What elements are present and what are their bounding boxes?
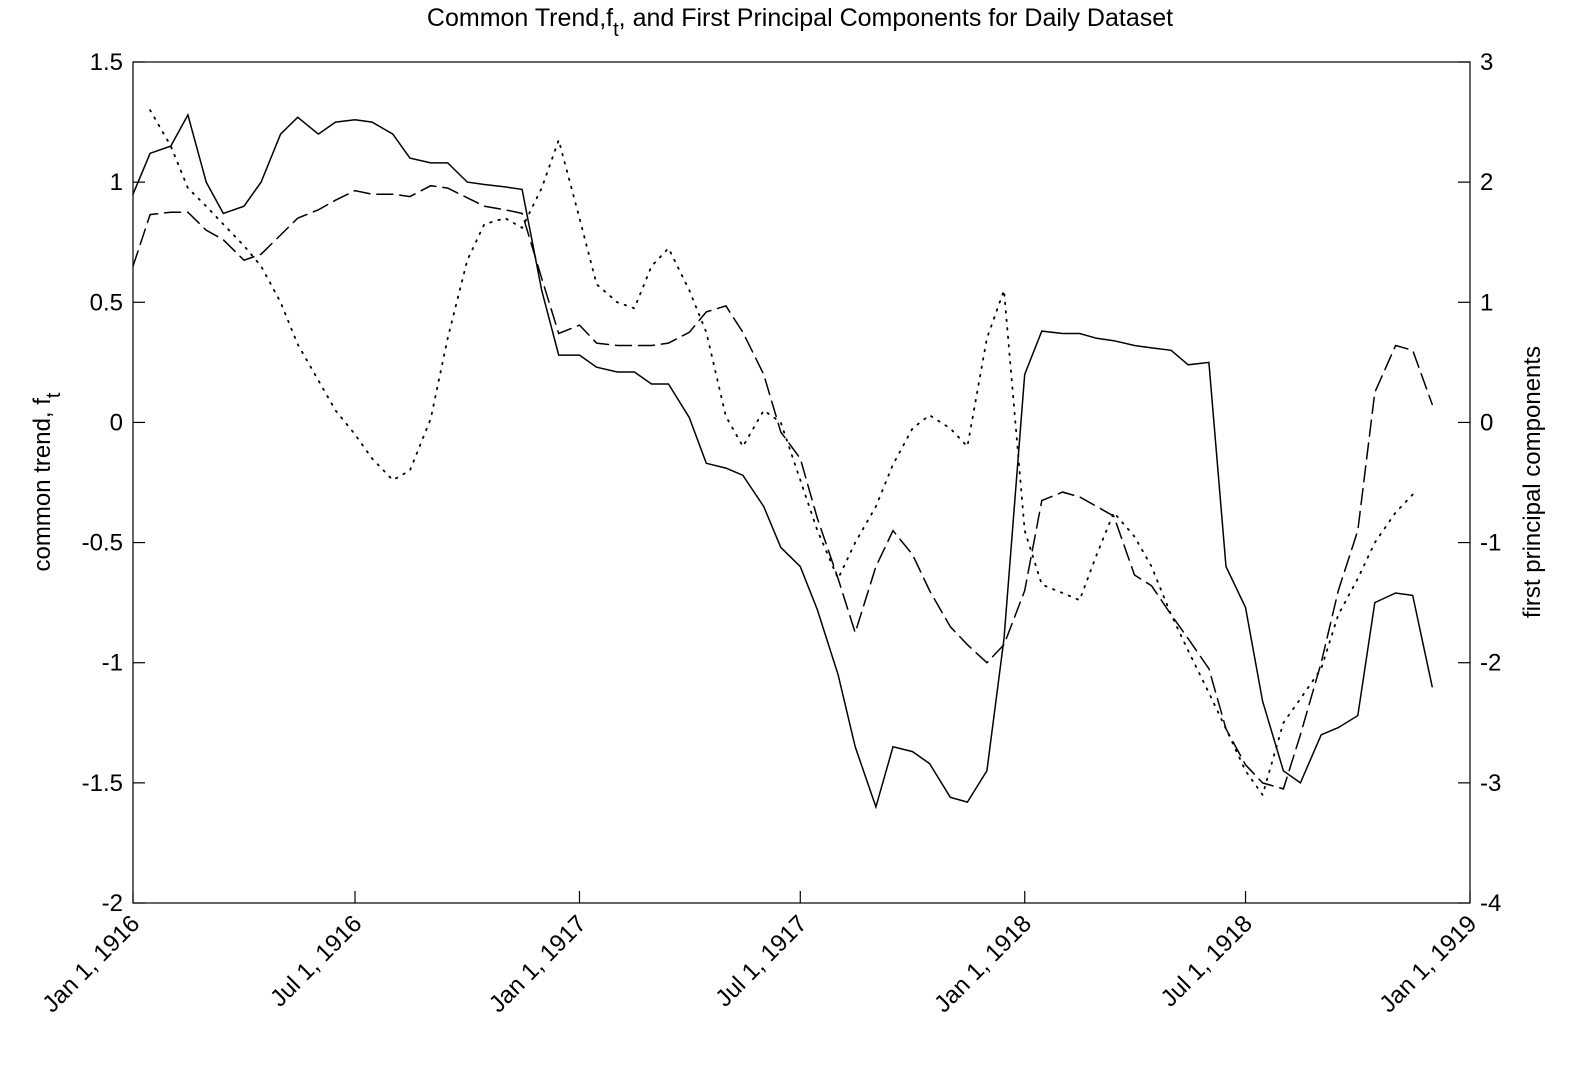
y2-tick-label: -2 — [1480, 650, 1501, 677]
y-tick-label: 1.5 — [90, 49, 123, 76]
series-line — [132, 184, 1433, 790]
y2-tick-label: 3 — [1480, 49, 1493, 76]
y2-tick-label: 2 — [1480, 169, 1493, 196]
x-tick-label: Jan 1, 1919 — [1374, 910, 1482, 1018]
y2-tick-label: -1 — [1480, 530, 1501, 557]
x-tick-label: Jul 1, 1916 — [265, 910, 367, 1012]
x-tick-label: Jan 1, 1916 — [37, 910, 145, 1018]
y2-tick-label: 0 — [1480, 409, 1493, 436]
x-tick-label: Jan 1, 1917 — [484, 910, 592, 1018]
y-tick-label: -1 — [102, 650, 123, 677]
y-tick-label: 0.5 — [90, 289, 123, 316]
plot-frame — [132, 61, 1471, 904]
y-label-subscript: t — [43, 392, 65, 398]
x-tick-label: Jan 1, 1918 — [929, 910, 1037, 1018]
y-tick-label: -0.5 — [82, 530, 123, 557]
chart-title: Common Trend,ft, and First Principal Com… — [427, 4, 1173, 41]
y-tick-label: -1.5 — [82, 770, 123, 797]
series-line — [149, 109, 1414, 797]
y2-tick-label: -4 — [1480, 890, 1501, 917]
y-label-text: common trend, f — [29, 398, 56, 572]
y-tick-label: -2 — [102, 890, 123, 917]
title-text: Common Trend,f — [427, 4, 613, 32]
x-tick-label: Jul 1, 1917 — [710, 910, 812, 1012]
y2-tick-label: -3 — [1480, 770, 1501, 797]
title-text: , and First Principal Components for Dai… — [619, 4, 1173, 32]
series-line — [132, 112, 1433, 810]
title-subscript: t — [613, 19, 619, 41]
y-tick-label: 0 — [110, 409, 123, 436]
x-tick-label: Jul 1, 1918 — [1156, 910, 1258, 1012]
y2-tick-label: 1 — [1480, 289, 1493, 316]
y-axis-label: common trend, ft — [29, 392, 65, 571]
y2-axis-label: first principal components — [1519, 346, 1546, 618]
y-tick-label: 1 — [110, 169, 123, 196]
